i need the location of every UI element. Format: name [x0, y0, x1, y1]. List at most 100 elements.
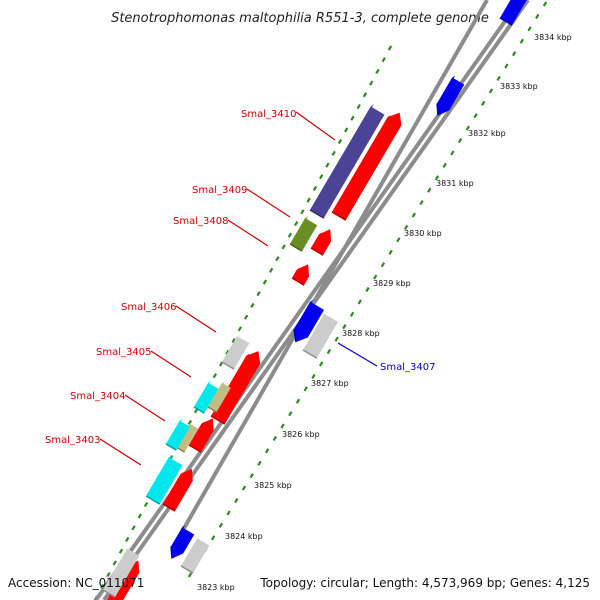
feature-body: [171, 527, 195, 559]
scale-tick: [450, 150, 455, 156]
kbp-label: 3834 kbp: [534, 33, 572, 42]
feature-edge: [221, 361, 235, 370]
feature-body: [500, 0, 527, 26]
accession-text: Accession: NC_011071: [8, 576, 145, 590]
gene-feature-red-forward[interactable]: [188, 418, 214, 453]
gene-label[interactable]: Smal_3404: [70, 391, 125, 402]
gene-feature-khaki[interactable]: [207, 380, 231, 413]
kbp-label: 3823 kbp: [197, 583, 235, 592]
scale-tick: [511, 51, 517, 57]
feature-edge: [309, 209, 325, 219]
gene-feature-gray[interactable]: [302, 311, 339, 359]
feature-body: [163, 468, 193, 512]
scale-tick: [388, 249, 393, 255]
scale-tick: [334, 336, 339, 342]
gene-feature-red-forward[interactable]: [331, 112, 402, 221]
scale-tick: [295, 398, 301, 404]
feature-body: [222, 336, 250, 370]
scale-tick: [344, 127, 349, 133]
scale-tick: [249, 473, 254, 479]
scale-tick: [106, 572, 111, 578]
genome-summary: Topology: circular; Length: 4,573,969 bp…: [260, 576, 590, 590]
gene-feature-blue-reverse[interactable]: [293, 299, 325, 343]
gene-label[interactable]: Smal_3409: [192, 185, 247, 196]
kbp-label: 3827 kbp: [311, 379, 349, 388]
scale-tick: [319, 361, 324, 367]
gene-feature-red-forward[interactable]: [162, 468, 193, 512]
kbp-label: 3825 kbp: [254, 481, 292, 490]
feature-edge: [207, 406, 217, 413]
scale-tick: [519, 38, 524, 44]
scale-tick: [396, 237, 401, 243]
gene-feature-gray[interactable]: [102, 546, 140, 598]
feature-edge: [310, 247, 324, 256]
gene-feature-cyan[interactable]: [193, 380, 219, 414]
feature-body: [290, 218, 318, 252]
scale-tick: [411, 212, 416, 218]
scale-tick: [427, 187, 432, 193]
feature-body: [437, 77, 465, 116]
scale-tick: [287, 232, 293, 238]
scale-tick: [112, 560, 117, 566]
scale-tick: [535, 13, 540, 19]
gene-label[interactable]: Smal_3406: [121, 302, 176, 313]
scale-tick: [143, 501, 149, 507]
feature-edge: [210, 415, 226, 425]
scale-tick: [256, 291, 261, 297]
scale-tick: [326, 348, 332, 355]
scale-tick: [542, 1, 548, 7]
scale-tick: [442, 162, 447, 168]
leader-line: [150, 350, 192, 378]
scale-tick: [231, 337, 236, 344]
backbone-line: [181, 0, 489, 531]
scale-tick: [137, 513, 142, 519]
feature-body: [103, 548, 140, 598]
gene-label[interactable]: Smal_3408: [173, 216, 228, 227]
kbp-label: 3826 kbp: [282, 430, 320, 439]
scale-tick: [465, 125, 470, 131]
scale-tick: [187, 419, 192, 426]
scale-tick: [325, 162, 330, 168]
scale-tick: [331, 150, 336, 156]
feature-body: [166, 420, 191, 451]
scale-tick: [504, 63, 509, 69]
gene-feature-gray[interactable]: [180, 536, 210, 574]
gene-label[interactable]: Smal_3403: [45, 435, 100, 446]
gene-label[interactable]: Smal_3405: [96, 347, 151, 358]
genome-backbone: [94, 0, 530, 600]
feature-body: [181, 538, 210, 574]
scale-tick: [527, 26, 532, 32]
gene-label[interactable]: Smal_3407: [380, 362, 435, 373]
scale-tick: [349, 311, 355, 317]
scale-tick: [131, 525, 136, 531]
gene-feature-blue-forward[interactable]: [499, 0, 527, 26]
leader-line: [227, 219, 269, 247]
gene-feature-blue-reverse[interactable]: [170, 525, 195, 559]
gene-feature-blue-reverse[interactable]: [436, 75, 465, 116]
feature-body: [208, 382, 231, 413]
scale-tick: [118, 548, 124, 554]
gene-feature-cyan[interactable]: [165, 418, 191, 451]
gene-feature-red-forward[interactable]: [310, 229, 332, 256]
gene-features: [102, 0, 527, 600]
scale-tick: [434, 175, 440, 181]
scale-tick: [212, 373, 217, 379]
feature-edge: [188, 444, 202, 453]
scale-tick: [373, 274, 378, 280]
scale-tick: [488, 88, 494, 94]
scale-tick: [369, 80, 374, 86]
gene-feature-cyan[interactable]: [145, 455, 183, 505]
kbp-label: 3833 kbp: [500, 82, 538, 91]
gene-feature-gray[interactable]: [221, 334, 250, 370]
kbp-label: 3829 kbp: [373, 279, 411, 288]
gene-feature-navy[interactable]: [309, 104, 385, 219]
leader-line: [295, 111, 336, 141]
feature-edge: [193, 406, 205, 414]
gene-labels: Smal_3410 Smal_3409 Smal_3408 Smal_3406 Smal…: [45, 109, 435, 446]
gene-label[interactable]: Smal_3410: [241, 109, 296, 120]
feature-body: [310, 106, 385, 219]
gene-feature-red-forward[interactable]: [291, 264, 310, 286]
feature-body: [176, 423, 199, 453]
gene-feature-olive[interactable]: [289, 216, 318, 252]
scale-tick: [375, 68, 380, 74]
